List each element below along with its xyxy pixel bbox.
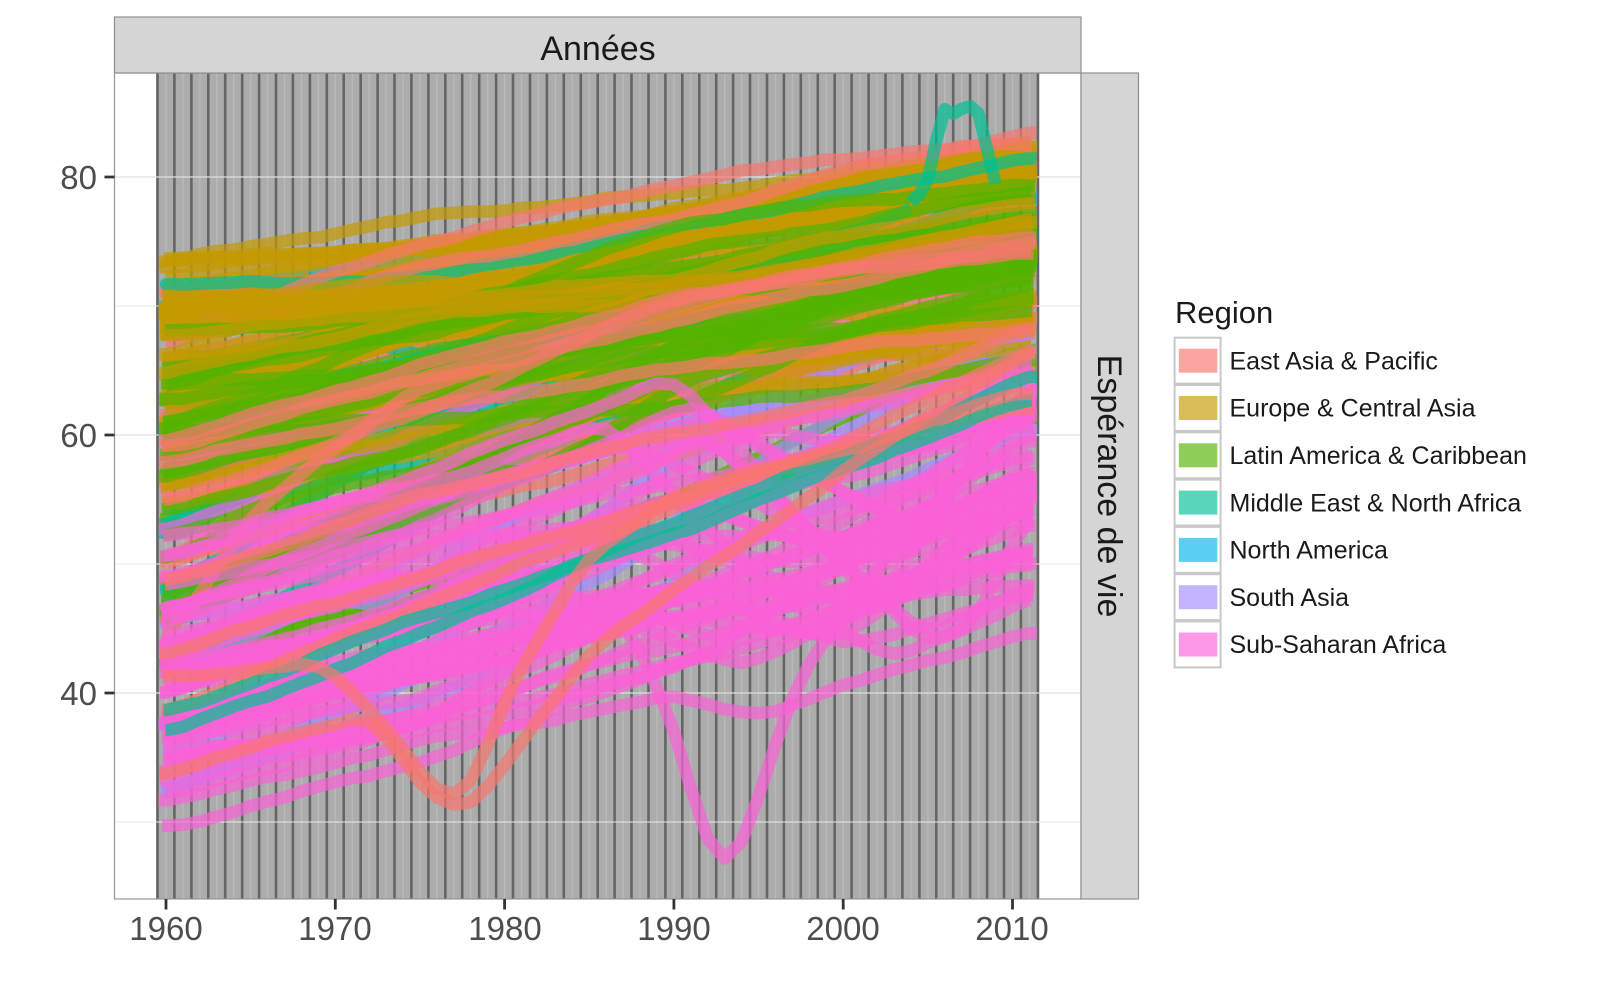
svg-text:North America: North America: [1230, 537, 1388, 565]
svg-text:60: 60: [60, 417, 97, 454]
svg-text:Region: Region: [1175, 295, 1273, 330]
svg-text:1970: 1970: [298, 910, 371, 947]
svg-text:Années: Années: [540, 30, 655, 68]
svg-text:80: 80: [60, 159, 97, 196]
svg-text:Europe & Central Asia: Europe & Central Asia: [1230, 395, 1476, 423]
svg-text:Sub-Saharan Africa: Sub-Saharan Africa: [1230, 631, 1447, 659]
svg-text:South Asia: South Asia: [1230, 584, 1350, 612]
svg-text:Middle East & North Africa: Middle East & North Africa: [1230, 489, 1522, 517]
svg-text:40: 40: [60, 675, 97, 712]
svg-text:1960: 1960: [129, 910, 202, 947]
svg-text:2010: 2010: [975, 910, 1048, 947]
svg-text:Latin America & Caribbean: Latin America & Caribbean: [1230, 442, 1527, 470]
svg-text:2000: 2000: [806, 910, 879, 947]
svg-text:1980: 1980: [468, 910, 541, 947]
svg-text:East Asia & Pacific: East Asia & Pacific: [1230, 347, 1438, 375]
svg-text:1990: 1990: [637, 910, 710, 947]
svg-text:Espérance de vie: Espérance de vie: [1090, 355, 1128, 618]
